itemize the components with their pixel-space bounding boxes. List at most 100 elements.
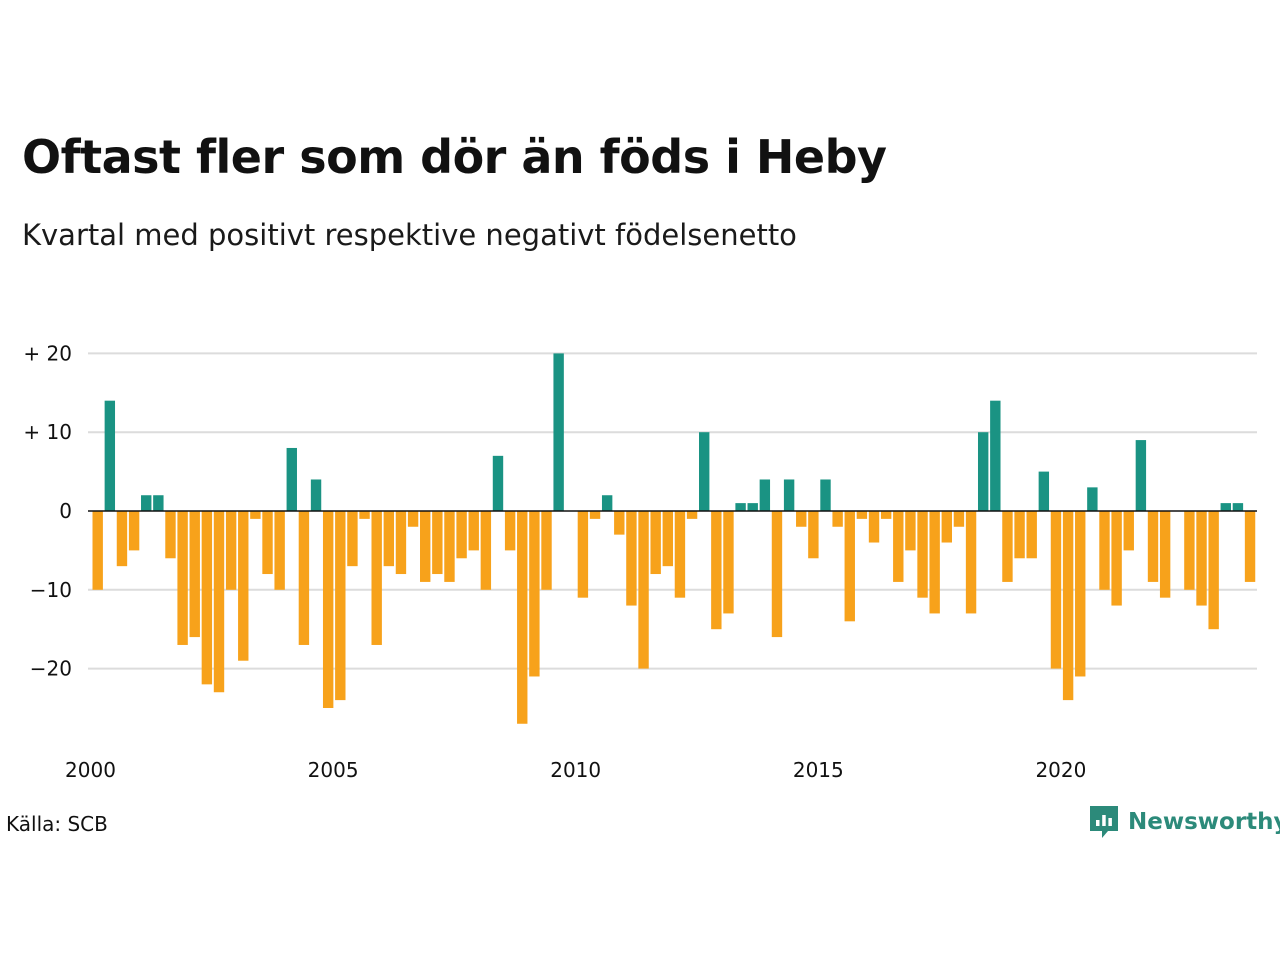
bar xyxy=(771,511,783,638)
bar xyxy=(1220,503,1231,511)
bar xyxy=(868,511,880,543)
bar xyxy=(650,511,661,575)
chart-subtitle: Kvartal med positivt respektive negativt… xyxy=(22,218,797,252)
bar xyxy=(929,511,940,614)
bar xyxy=(310,479,322,511)
bar xyxy=(893,511,904,582)
bar xyxy=(905,511,916,551)
x-tick-label: 2015 xyxy=(793,758,844,782)
bar xyxy=(735,503,746,511)
y-tick-label: −10 xyxy=(30,578,72,602)
bar xyxy=(917,511,928,598)
bar xyxy=(1147,511,1159,582)
brand-logo[interactable]: Newsworthy xyxy=(1088,804,1280,840)
bar xyxy=(225,511,237,590)
brand-name: Newsworthy xyxy=(1128,809,1280,835)
x-tick-label: 2020 xyxy=(1035,758,1086,782)
bar xyxy=(250,511,261,519)
bar xyxy=(286,447,297,511)
bar xyxy=(1244,511,1256,582)
bar xyxy=(601,495,613,511)
bar xyxy=(856,511,868,519)
bar xyxy=(335,511,346,701)
bar xyxy=(104,400,116,511)
bar xyxy=(420,511,431,582)
y-tick-label: + 20 xyxy=(23,341,72,365)
x-tick-label: 2005 xyxy=(308,758,359,782)
bar xyxy=(820,479,831,511)
bar xyxy=(759,479,771,511)
bar xyxy=(1208,511,1219,630)
bar xyxy=(371,511,382,645)
bar xyxy=(844,511,855,622)
bar xyxy=(711,511,722,630)
bar xyxy=(1002,511,1013,582)
bar xyxy=(953,511,965,527)
bar xyxy=(796,511,807,527)
bar xyxy=(177,511,188,645)
bar xyxy=(517,511,528,724)
bar xyxy=(201,511,213,685)
bar xyxy=(699,432,710,511)
bar xyxy=(407,511,419,527)
newsworthy-logo-icon xyxy=(1090,806,1118,838)
bar xyxy=(1050,511,1062,669)
bar xyxy=(262,511,273,575)
y-tick-label: −20 xyxy=(30,657,72,681)
bar xyxy=(359,511,370,519)
bar xyxy=(662,511,674,567)
bar xyxy=(141,495,152,511)
bar xyxy=(1075,511,1086,677)
bars xyxy=(92,353,1256,724)
bar xyxy=(298,511,310,645)
bar xyxy=(128,511,140,551)
bar xyxy=(1232,503,1244,511)
bar xyxy=(322,511,334,708)
bar xyxy=(1196,511,1207,606)
bar xyxy=(832,511,843,527)
bar xyxy=(1184,511,1195,590)
bar xyxy=(638,511,649,669)
bar xyxy=(395,511,407,575)
bar xyxy=(614,511,625,535)
bar xyxy=(456,511,467,559)
bar xyxy=(165,511,176,559)
bar xyxy=(383,511,395,567)
bar xyxy=(444,511,455,582)
bar xyxy=(153,495,164,511)
bar xyxy=(480,511,492,590)
bar xyxy=(213,511,225,693)
bar xyxy=(116,511,128,567)
bar xyxy=(1014,511,1025,559)
bar xyxy=(626,511,637,606)
bar xyxy=(1111,511,1122,606)
bar xyxy=(965,511,977,614)
bar xyxy=(347,511,358,567)
bar xyxy=(577,511,589,598)
x-tick-label: 2000 xyxy=(65,758,116,782)
bar xyxy=(1062,511,1074,701)
bar xyxy=(686,511,698,519)
bar xyxy=(468,511,479,551)
bar xyxy=(504,511,516,551)
bar xyxy=(977,432,989,511)
x-tick-label: 2010 xyxy=(550,758,601,782)
bar xyxy=(1135,440,1147,511)
bar xyxy=(1099,511,1110,590)
bar xyxy=(990,400,1001,511)
x-axis-labels: 2000 2005 2010 2015 2020 xyxy=(65,758,1086,782)
bar xyxy=(941,511,952,543)
bar xyxy=(808,511,819,559)
y-tick-label: 0 xyxy=(59,499,72,523)
bar xyxy=(783,479,795,511)
bar xyxy=(1159,511,1171,598)
bar xyxy=(492,455,504,511)
bar xyxy=(1038,471,1050,511)
bar xyxy=(589,511,601,519)
bar xyxy=(432,511,443,575)
source-note: Källa: SCB xyxy=(6,812,108,836)
bar xyxy=(238,511,249,661)
bar xyxy=(1026,511,1037,559)
bar xyxy=(553,353,564,511)
bar xyxy=(541,511,552,590)
